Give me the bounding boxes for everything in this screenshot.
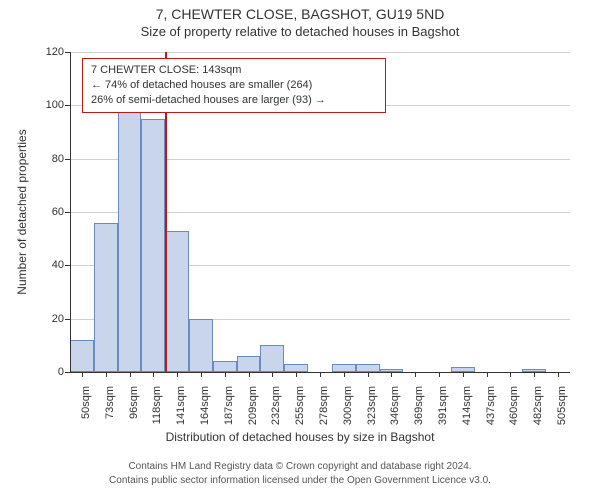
histogram-bar xyxy=(118,108,142,372)
x-tick xyxy=(463,372,464,377)
x-tick-label: 232sqm xyxy=(270,386,282,425)
y-axis-label: Number of detached properties xyxy=(15,129,29,294)
info-line-1: 7 CHEWTER CLOSE: 143sqm xyxy=(91,63,377,78)
x-tick-label: 73sqm xyxy=(104,386,116,419)
info-line-3: 26% of semi-detached houses are larger (… xyxy=(91,93,377,108)
x-tick xyxy=(344,372,345,377)
x-tick xyxy=(415,372,416,377)
x-tick-label: 391sqm xyxy=(437,386,449,425)
histogram-bar xyxy=(94,223,118,372)
x-tick xyxy=(296,372,297,377)
footer-line-2: Contains public sector information licen… xyxy=(0,474,600,487)
x-tick-label: 414sqm xyxy=(461,386,473,425)
histogram-bar xyxy=(356,364,380,372)
histogram-bar xyxy=(141,119,165,372)
histogram-bar xyxy=(332,364,356,372)
y-tick-label: 0 xyxy=(40,366,64,378)
chart-plot-area: 7 CHEWTER CLOSE: 143sqm← 74% of detached… xyxy=(70,52,570,372)
y-tick-label: 120 xyxy=(40,46,64,58)
y-tick-label: 60 xyxy=(40,206,64,218)
x-tick-label: 141sqm xyxy=(175,386,187,425)
x-tick xyxy=(249,372,250,377)
x-tick xyxy=(510,372,511,377)
x-tick-label: 164sqm xyxy=(199,386,211,425)
y-tick-label: 40 xyxy=(40,259,64,271)
x-tick-label: 505sqm xyxy=(556,386,568,425)
x-tick xyxy=(487,372,488,377)
x-tick-label: 96sqm xyxy=(128,386,140,419)
x-tick xyxy=(272,372,273,377)
footer-line-1: Contains HM Land Registry data © Crown c… xyxy=(0,460,600,473)
x-tick xyxy=(106,372,107,377)
gridline xyxy=(70,52,570,53)
x-tick-label: 118sqm xyxy=(151,386,163,424)
y-tick-label: 80 xyxy=(40,153,64,165)
x-tick xyxy=(201,372,202,377)
x-tick xyxy=(558,372,559,377)
x-tick xyxy=(130,372,131,377)
page-title: 7, CHEWTER CLOSE, BAGSHOT, GU19 5ND xyxy=(0,6,600,22)
histogram-bar xyxy=(165,231,189,372)
x-tick xyxy=(82,372,83,377)
x-tick xyxy=(368,372,369,377)
x-tick-label: 187sqm xyxy=(223,386,235,425)
x-tick-label: 209sqm xyxy=(247,386,259,425)
x-axis-label: Distribution of detached houses by size … xyxy=(0,430,600,444)
histogram-bar xyxy=(237,356,261,372)
x-tick-label: 460sqm xyxy=(508,386,520,425)
x-tick-label: 255sqm xyxy=(294,386,306,425)
property-info-box: 7 CHEWTER CLOSE: 143sqm← 74% of detached… xyxy=(82,58,386,113)
x-tick xyxy=(439,372,440,377)
x-tick-label: 323sqm xyxy=(366,386,378,425)
info-line-2: ← 74% of detached houses are smaller (26… xyxy=(91,78,377,93)
x-tick-label: 300sqm xyxy=(342,386,354,425)
x-tick-label: 278sqm xyxy=(318,386,330,425)
x-tick xyxy=(177,372,178,377)
x-tick-label: 346sqm xyxy=(389,386,401,425)
x-tick-label: 369sqm xyxy=(413,386,425,425)
histogram-bar xyxy=(260,345,284,372)
y-axis-line xyxy=(70,52,71,372)
x-tick-label: 482sqm xyxy=(532,386,544,425)
histogram-bar xyxy=(213,361,237,372)
histogram-bar xyxy=(189,319,213,372)
x-tick-label: 50sqm xyxy=(80,386,92,419)
x-tick xyxy=(225,372,226,377)
histogram-bar xyxy=(284,364,308,372)
x-tick xyxy=(534,372,535,377)
x-tick xyxy=(320,372,321,377)
y-tick-label: 100 xyxy=(40,99,64,111)
page-subtitle: Size of property relative to detached ho… xyxy=(0,24,600,39)
x-tick-label: 437sqm xyxy=(485,386,497,425)
x-tick xyxy=(391,372,392,377)
histogram-bar xyxy=(70,340,94,372)
y-tick-label: 20 xyxy=(40,313,64,325)
x-tick xyxy=(153,372,154,377)
